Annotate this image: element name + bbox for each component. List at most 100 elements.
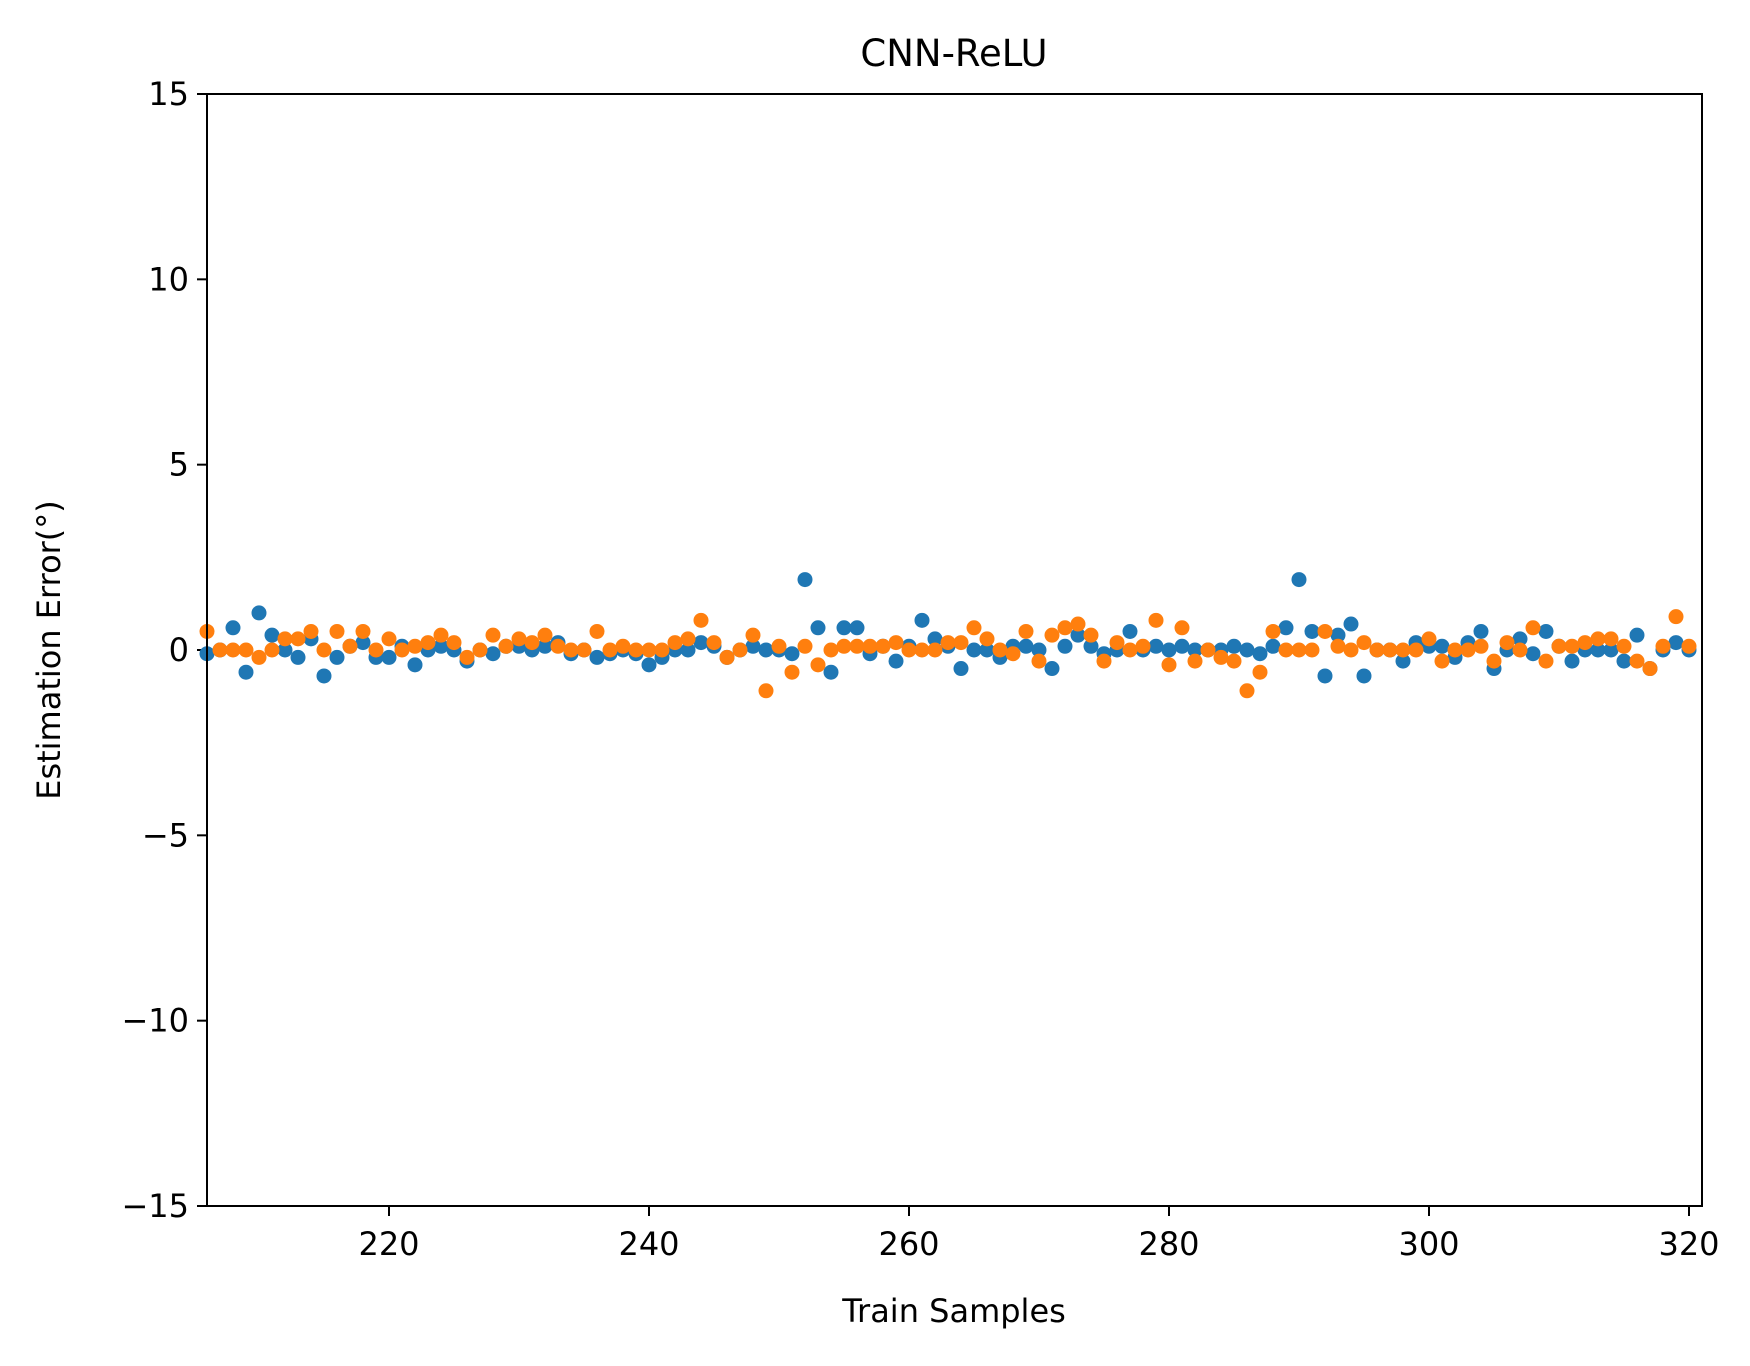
data-point <box>1330 627 1346 643</box>
data-point <box>1603 631 1619 647</box>
data-point <box>225 642 241 658</box>
plot-frame <box>206 93 1703 1207</box>
data-point <box>1317 623 1333 639</box>
data-point <box>381 649 397 665</box>
data-point <box>1005 646 1021 662</box>
data-point <box>355 635 371 651</box>
data-point <box>628 642 644 658</box>
data-point <box>498 638 514 654</box>
data-point <box>277 631 293 647</box>
data-point <box>1369 642 1385 658</box>
data-point <box>524 635 540 651</box>
data-point <box>1681 638 1697 654</box>
data-point <box>836 638 852 654</box>
y-tick-label: −5 <box>142 816 189 854</box>
data-point <box>329 649 345 665</box>
data-point <box>1629 627 1645 643</box>
y-tick-label: 5 <box>169 446 189 484</box>
data-point <box>1460 642 1476 658</box>
data-point <box>1356 635 1372 651</box>
data-point <box>1395 642 1411 658</box>
data-point <box>1421 631 1437 647</box>
scatter-points <box>199 572 1697 699</box>
data-point <box>641 657 657 673</box>
data-point <box>1070 616 1086 632</box>
data-point <box>1148 638 1164 654</box>
data-point <box>407 638 423 654</box>
data-point <box>979 631 995 647</box>
data-point <box>914 612 930 628</box>
data-point <box>1135 638 1151 654</box>
data-point <box>641 642 657 658</box>
data-point <box>290 649 306 665</box>
data-point <box>953 635 969 651</box>
x-tick-label: 260 <box>878 1225 939 1263</box>
data-point <box>459 649 475 665</box>
data-point <box>758 683 774 699</box>
data-point <box>706 635 722 651</box>
data-point <box>680 631 696 647</box>
data-point <box>1512 631 1528 647</box>
data-point <box>1434 638 1450 654</box>
data-point <box>927 642 943 658</box>
data-point <box>1447 642 1463 658</box>
data-point <box>784 646 800 662</box>
data-point <box>1473 638 1489 654</box>
data-point <box>602 642 618 658</box>
data-point <box>966 620 982 636</box>
data-point <box>251 605 267 621</box>
data-point <box>485 646 501 662</box>
data-point <box>1512 642 1528 658</box>
data-point <box>1252 646 1268 662</box>
data-point <box>563 642 579 658</box>
data-point <box>1122 642 1138 658</box>
data-point <box>1031 642 1047 658</box>
data-point <box>1473 623 1489 639</box>
data-point <box>1109 635 1125 651</box>
data-point <box>381 631 397 647</box>
data-point <box>1343 642 1359 658</box>
data-point <box>1668 635 1684 651</box>
y-tick-label: 10 <box>148 260 189 298</box>
data-point <box>1226 653 1242 669</box>
data-point <box>1551 638 1567 654</box>
x-tick-label: 240 <box>618 1225 679 1263</box>
data-point <box>875 638 891 654</box>
x-tick-label: 220 <box>358 1225 419 1263</box>
data-point <box>1590 642 1606 658</box>
x-tick-label: 300 <box>1398 1225 1459 1263</box>
data-point <box>420 635 436 651</box>
data-point <box>212 642 228 658</box>
x-axis-ticks: 220 240 260 280 300 320 <box>358 1206 1720 1263</box>
data-point <box>862 638 878 654</box>
data-point <box>1356 668 1372 684</box>
data-point <box>537 638 553 654</box>
data-point <box>888 653 904 669</box>
data-point <box>719 649 735 665</box>
data-point <box>940 635 956 651</box>
data-point <box>810 657 826 673</box>
data-point <box>589 623 605 639</box>
data-point <box>1018 623 1034 639</box>
data-point <box>589 649 605 665</box>
data-point <box>1200 642 1216 658</box>
data-point <box>303 623 319 639</box>
data-point <box>1161 657 1177 673</box>
data-point <box>485 627 501 643</box>
data-point <box>1057 638 1073 654</box>
data-point <box>693 635 709 651</box>
data-point <box>823 642 839 658</box>
data-point <box>1083 627 1099 643</box>
data-point <box>1538 653 1554 669</box>
data-point <box>537 627 553 643</box>
data-point <box>433 638 449 654</box>
data-point <box>316 668 332 684</box>
data-point <box>823 664 839 680</box>
data-point <box>1083 638 1099 654</box>
data-point <box>1265 638 1281 654</box>
data-point <box>1538 623 1554 639</box>
data-point <box>1616 638 1632 654</box>
series-2 <box>199 609 1697 699</box>
data-point <box>1564 638 1580 654</box>
data-point <box>888 635 904 651</box>
